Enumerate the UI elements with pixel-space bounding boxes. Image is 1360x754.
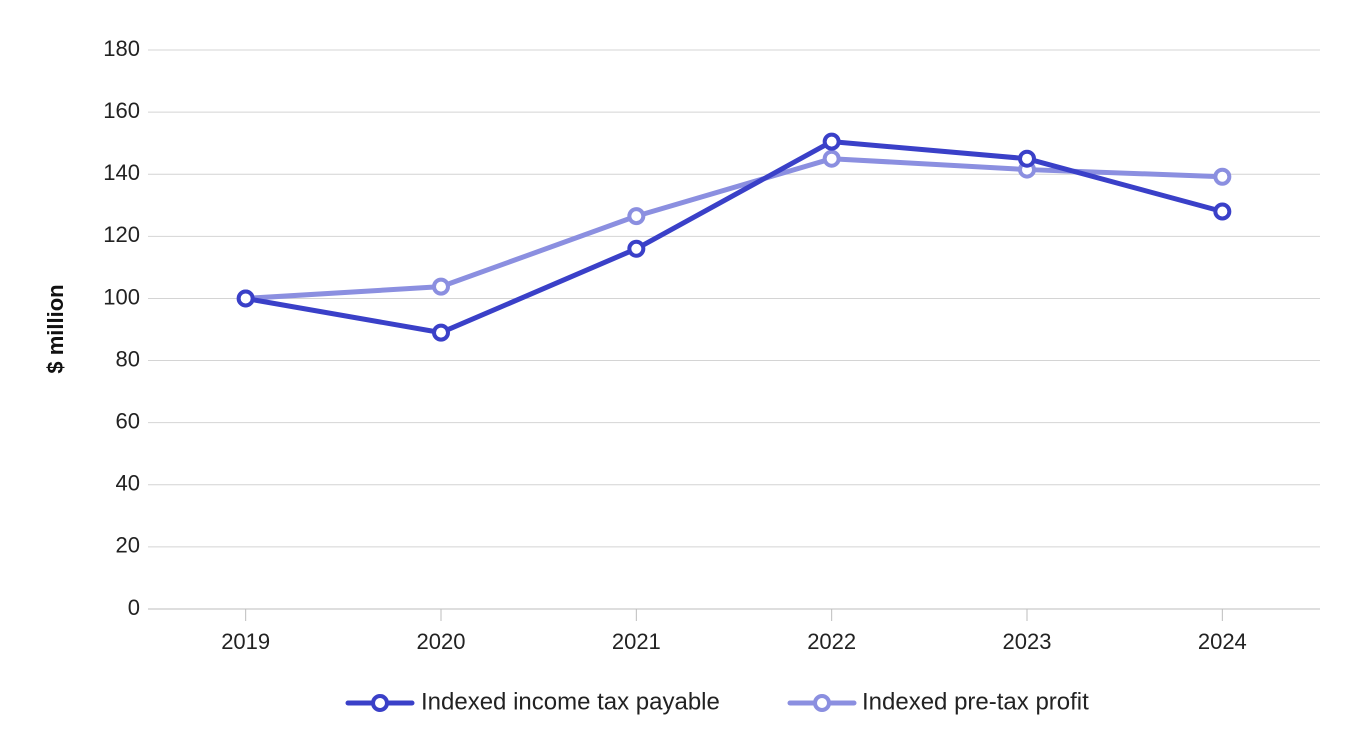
x-tick-label: 2022	[807, 629, 856, 654]
x-tick-label: 2024	[1198, 629, 1247, 654]
data-point	[432, 277, 450, 296]
data-point	[822, 132, 841, 151]
data-point	[432, 323, 450, 342]
series-line	[243, 139, 1225, 336]
data-point	[627, 239, 646, 258]
y-tick-label: 0	[128, 595, 140, 620]
data-point	[1018, 149, 1036, 168]
legend: Indexed income tax payable Indexed pre-ta…	[345, 688, 1089, 715]
series-0	[236, 132, 1232, 342]
legend-item: Indexed pre-tax profit	[787, 688, 1089, 715]
data-point	[1213, 167, 1232, 186]
axes: $ million 0 20 40 60 80 100 120 140 160 180 2019 20…	[43, 36, 1247, 654]
series	[236, 132, 1232, 342]
x-tick-label: 2023	[1003, 629, 1052, 654]
legend-item: Indexed income tax payable	[345, 688, 720, 715]
data-point	[236, 289, 255, 308]
y-tick-label: 40	[116, 471, 140, 496]
series-line	[243, 156, 1225, 301]
y-tick-label: 60	[116, 408, 140, 433]
y-tick-label: 120	[103, 222, 140, 247]
y-tick-label: 80	[116, 346, 140, 371]
y-tick-label: 160	[103, 98, 140, 123]
x-tick-label: 2020	[417, 629, 466, 654]
data-point	[822, 149, 841, 168]
data-point	[627, 207, 646, 226]
data-point	[1213, 202, 1232, 221]
y-tick-label: 100	[103, 284, 140, 309]
y-axis-title: $ million	[43, 284, 68, 373]
legend-swatch-marker	[813, 694, 831, 712]
x-tick-label: 2019	[221, 629, 270, 654]
legend-swatch-marker	[371, 694, 389, 712]
gridlines	[148, 49, 1320, 610]
y-tick-label: 20	[116, 533, 140, 558]
x-tick-label: 2021	[612, 629, 661, 654]
y-tick-label: 140	[103, 160, 140, 185]
legend-label: Indexed pre-tax profit	[862, 688, 1089, 715]
y-tick-label: 180	[103, 36, 140, 61]
legend-label: Indexed income tax payable	[421, 688, 720, 715]
